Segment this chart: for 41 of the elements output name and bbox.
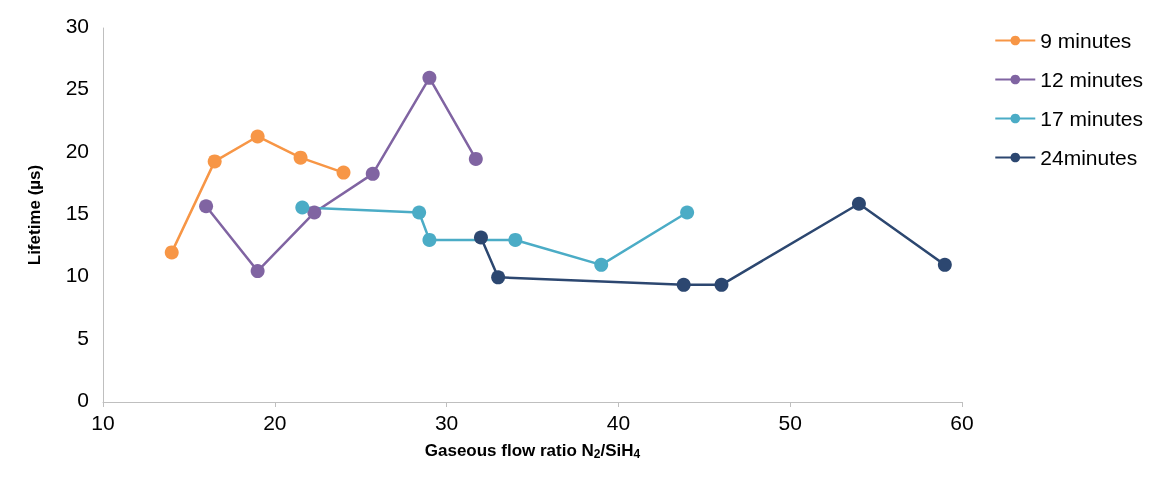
point	[293, 150, 308, 165]
y-tick-label: 25	[65, 76, 89, 100]
point	[676, 277, 691, 292]
point	[365, 166, 380, 181]
point	[295, 200, 310, 215]
x-tick-label: 50	[778, 411, 802, 434]
y-tick-label: 10	[65, 263, 89, 287]
point	[594, 257, 609, 272]
y-tick-label: 15	[65, 201, 89, 224]
point	[468, 151, 483, 166]
x-tick-label: 60	[950, 411, 974, 434]
x-tick-label: 10	[91, 411, 115, 434]
point	[680, 205, 695, 220]
x-tick-label: 20	[263, 411, 287, 434]
point	[714, 277, 729, 292]
y-tick-label: 30	[65, 14, 89, 37]
point	[851, 196, 866, 211]
point	[164, 245, 179, 260]
point	[422, 232, 437, 247]
point	[422, 70, 437, 85]
point	[207, 154, 222, 169]
x-tick-label: 40	[606, 411, 631, 434]
point	[307, 205, 322, 220]
point	[937, 257, 952, 272]
point	[250, 264, 265, 279]
point	[412, 205, 427, 220]
point	[250, 129, 265, 144]
legend-label: 9 minutes	[1040, 29, 1132, 52]
y-tick-label: 0	[77, 388, 89, 411]
y-tick-label: 20	[65, 138, 89, 162]
legend-label: 24minutes	[1040, 146, 1138, 169]
x-tick-label: 30	[434, 411, 459, 434]
point	[199, 199, 214, 214]
legend-label: 17 minutes	[1040, 107, 1144, 130]
y-tick-label: 5	[77, 325, 89, 349]
point	[508, 232, 523, 247]
point	[336, 165, 351, 180]
point	[473, 230, 488, 245]
point	[491, 270, 506, 285]
legend-label: 12 minutes	[1040, 68, 1144, 91]
y-axis-title: Lifetime (µs)	[25, 164, 44, 266]
